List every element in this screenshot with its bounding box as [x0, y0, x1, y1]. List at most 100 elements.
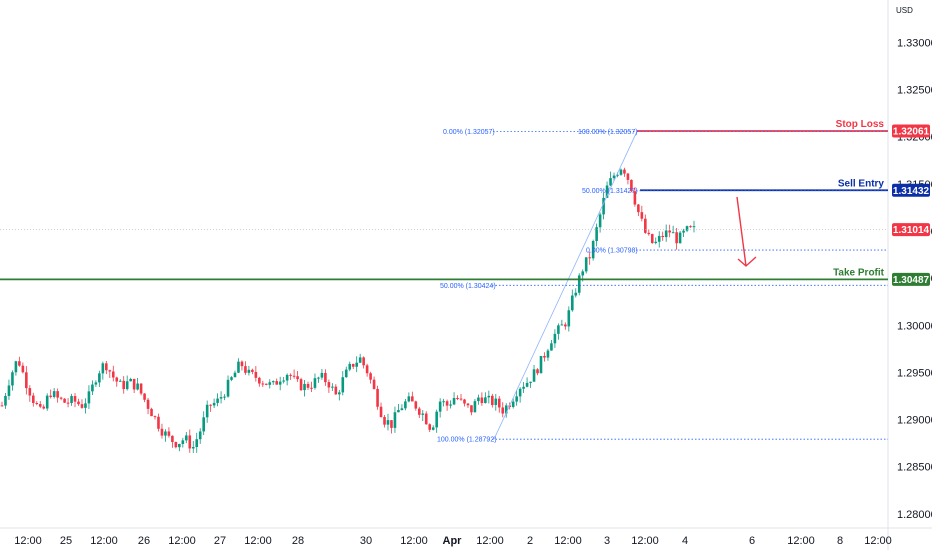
x-tick-label: 8 — [837, 535, 843, 547]
candle-body — [358, 357, 362, 363]
candle — [411, 391, 414, 402]
candle — [226, 375, 230, 398]
candle — [372, 376, 376, 390]
candle — [247, 365, 251, 376]
candle-body — [271, 381, 275, 383]
x-tick-label: 12:00 — [631, 535, 659, 547]
candle-body — [536, 369, 539, 374]
candle-body — [136, 383, 139, 390]
current-price-tag: 1.31014 — [892, 223, 930, 237]
candle — [289, 373, 292, 380]
candle-body — [42, 406, 46, 409]
candle — [675, 228, 678, 250]
candle-body — [664, 230, 668, 238]
candle-body — [275, 381, 279, 385]
candle-body — [515, 396, 518, 402]
candle-body — [470, 405, 473, 413]
candle — [219, 391, 223, 404]
candle-body — [564, 324, 567, 327]
candle-body — [626, 173, 630, 180]
candle — [0, 401, 4, 407]
candle-body — [372, 379, 376, 389]
candle — [644, 214, 647, 234]
candle-body — [584, 257, 588, 272]
current-price-value: 1.31014 — [893, 225, 930, 236]
candle — [414, 400, 418, 411]
candle-body — [456, 398, 459, 400]
candle — [143, 393, 146, 403]
candle-body — [529, 381, 532, 383]
candle — [157, 413, 160, 432]
candle — [25, 366, 28, 395]
candle-body — [258, 377, 261, 384]
candle-body — [602, 197, 605, 215]
candle-body — [623, 169, 626, 174]
candle-body — [164, 431, 167, 436]
candle-body — [511, 401, 515, 407]
candle — [661, 231, 665, 241]
candle-body — [407, 396, 411, 402]
plot-area[interactable] — [0, 0, 888, 528]
candle-body — [411, 396, 414, 402]
candle-body — [56, 391, 59, 398]
candle-body — [452, 398, 456, 405]
candle-body — [101, 363, 105, 374]
candle — [188, 429, 192, 453]
candle-body — [167, 431, 171, 436]
candle — [511, 398, 515, 409]
candle — [522, 382, 525, 393]
candle-body — [285, 374, 289, 381]
candle — [504, 403, 508, 418]
candle — [233, 370, 237, 378]
candle — [637, 203, 640, 217]
x-tick-label: 12:00 — [554, 535, 582, 547]
candle-body — [577, 275, 581, 293]
candle-body — [351, 363, 355, 367]
candle-body — [525, 382, 529, 387]
candle-body — [171, 435, 174, 443]
candle — [212, 398, 216, 409]
candle — [640, 205, 644, 222]
candle-body — [146, 399, 150, 409]
candle-body — [52, 391, 56, 397]
candle-body — [682, 230, 685, 233]
candle — [442, 398, 445, 407]
candle-body — [317, 377, 320, 379]
candle — [146, 397, 150, 415]
candle-body — [383, 417, 386, 425]
down-arrow-icon[interactable] — [736, 196, 757, 267]
candle-body — [45, 395, 49, 409]
candle-body — [650, 234, 654, 244]
candle — [400, 404, 404, 411]
candle — [543, 352, 546, 362]
x-tick-label: 12:00 — [476, 535, 504, 547]
fib-level-label: 0.00% (1.32057) — [443, 129, 495, 136]
candle — [588, 251, 591, 265]
x-tick-label: 6 — [749, 535, 755, 547]
candle — [664, 224, 668, 242]
candle-body — [212, 402, 216, 406]
candle-body — [105, 363, 108, 371]
candle-body — [630, 179, 633, 192]
candle — [428, 423, 432, 433]
x-tick-label: Apr — [443, 535, 463, 547]
candle — [334, 384, 338, 395]
candle — [327, 379, 331, 393]
candle-body — [588, 257, 591, 259]
candle-body — [574, 292, 578, 296]
candle-body — [0, 405, 4, 407]
candle — [456, 395, 459, 401]
candle-body — [661, 235, 665, 238]
candle — [657, 231, 661, 248]
candle-body — [195, 439, 199, 448]
time-axis[interactable]: 12:00 25 12:00 26 12:00 27 12:00 28 30 12:00 Apr 12… — [14, 535, 892, 547]
candle — [623, 167, 626, 177]
candle-body — [66, 402, 70, 404]
candle — [421, 410, 425, 422]
candle — [497, 396, 501, 413]
candle-body — [678, 232, 682, 244]
candle-body — [671, 232, 675, 234]
candle-body — [341, 377, 345, 393]
